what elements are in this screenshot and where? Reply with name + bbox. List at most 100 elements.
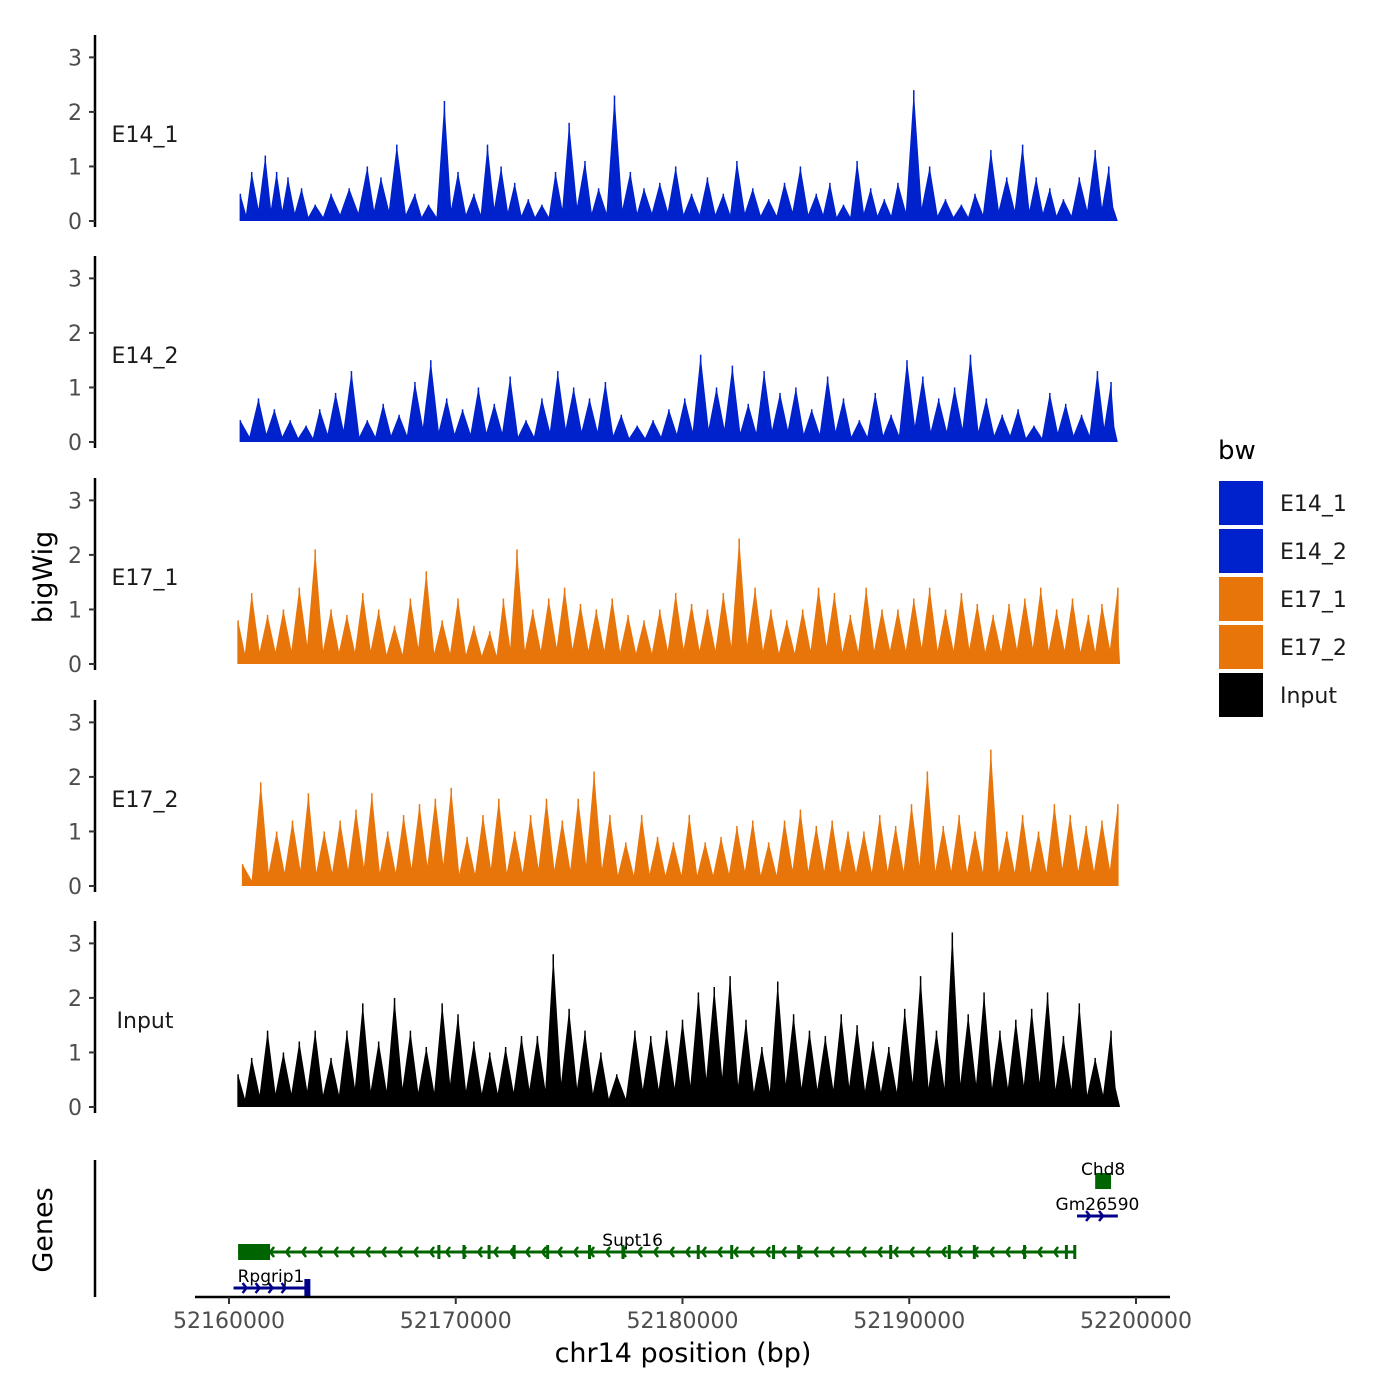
gene-exon — [512, 1245, 516, 1259]
strand-arrow — [716, 1246, 724, 1258]
strand-arrow — [364, 1246, 372, 1258]
strand-arrow — [267, 1282, 275, 1294]
strand-arrow — [652, 1246, 660, 1258]
strand-arrow — [476, 1246, 484, 1258]
strand-arrow — [428, 1246, 436, 1258]
y-tick-label: 0 — [68, 431, 82, 456]
x-axis-title: chr14 position (bp) — [555, 1338, 812, 1369]
strand-arrow — [956, 1246, 964, 1258]
area-E14_1 — [240, 90, 1118, 221]
strand-arrow — [1052, 1246, 1060, 1258]
strand-arrow — [492, 1246, 500, 1258]
strand-arrow — [348, 1246, 356, 1258]
legend-label: E14_1 — [1280, 492, 1347, 517]
track-panel-E17_2: 0 1 2 3 E17_2 — [68, 700, 1119, 900]
gene-exon — [730, 1245, 734, 1259]
gene-exon — [462, 1245, 466, 1259]
y-axis-title: bigWig — [28, 531, 59, 624]
x-axis: 52160000 52170000 52180000 52190000 52200000 — [173, 1295, 1192, 1334]
gene-exon — [487, 1245, 491, 1259]
gene-label: Chd8 — [1081, 1160, 1125, 1180]
strand-arrow — [908, 1246, 916, 1258]
y-tick-label: 0 — [68, 653, 82, 678]
gene-exon — [947, 1245, 951, 1259]
strand-arrow — [1004, 1246, 1012, 1258]
area-E17_1 — [238, 538, 1121, 664]
x-tick-label: 52180000 — [627, 1309, 739, 1334]
area-E14_2 — [240, 354, 1118, 442]
strand-arrow — [540, 1246, 548, 1258]
gene-exon — [1073, 1245, 1077, 1259]
area-Input — [238, 932, 1121, 1107]
legend-label: E14_2 — [1280, 540, 1347, 565]
y-tick-label: 2 — [68, 766, 82, 791]
y-tick-label: 1 — [68, 820, 82, 845]
gene-exon — [587, 1245, 591, 1259]
area-E17_2 — [242, 749, 1118, 886]
y-tick-label: 3 — [68, 932, 82, 957]
strand-arrow — [1085, 1210, 1092, 1222]
track-label: E17_1 — [112, 566, 179, 591]
y-tick-label: 1 — [68, 155, 82, 180]
strand-arrow — [844, 1246, 852, 1258]
y-tick-label: 2 — [68, 544, 82, 569]
strand-arrow — [700, 1246, 708, 1258]
x-tick-label: 52160000 — [173, 1309, 285, 1334]
gene-exon — [238, 1244, 271, 1260]
gene-exon — [621, 1245, 625, 1259]
strand-arrow — [860, 1246, 868, 1258]
strand-arrow — [241, 1282, 249, 1294]
strand-arrow — [412, 1246, 420, 1258]
x-tick-label: 52200000 — [1080, 1309, 1192, 1334]
strand-arrow — [732, 1246, 740, 1258]
track-label: E14_1 — [112, 123, 179, 148]
gene-label: Rpgrip1 — [238, 1267, 305, 1287]
y-tick-label: 3 — [68, 46, 82, 71]
strand-arrow — [380, 1246, 388, 1258]
gene-Gm26590: Gm26590 — [1056, 1195, 1139, 1222]
legend-label: E17_2 — [1280, 636, 1347, 661]
strand-arrow — [924, 1246, 932, 1258]
strand-arrow — [524, 1246, 532, 1258]
y-tick-label: 3 — [68, 489, 82, 514]
gene-exon — [304, 1279, 311, 1297]
strand-arrow — [812, 1246, 820, 1258]
strand-arrow — [604, 1246, 612, 1258]
gene-exon — [772, 1245, 776, 1259]
track-panel-E14_1: 0 1 2 3 E14_1 — [68, 35, 1118, 235]
gene-exon — [972, 1245, 976, 1259]
strand-arrow — [300, 1246, 308, 1258]
strand-arrow — [636, 1246, 644, 1258]
gene-exon — [1064, 1245, 1068, 1259]
y-tick-label: 1 — [68, 598, 82, 623]
strand-arrow — [764, 1246, 772, 1258]
gene-exon — [797, 1245, 801, 1259]
y-tick-label: 0 — [68, 1096, 82, 1121]
track-panel-E17_1: 0 1 2 3 E17_1 — [68, 478, 1121, 678]
genes-axis-title: Genes — [28, 1187, 59, 1272]
legend-swatch — [1217, 479, 1265, 527]
y-tick-label: 0 — [68, 210, 82, 235]
x-tick-label: 52190000 — [853, 1309, 965, 1334]
x-tick-label: 52170000 — [400, 1309, 512, 1334]
strand-arrow — [780, 1246, 788, 1258]
y-tick-label: 2 — [68, 322, 82, 347]
gene-label: Supt16 — [602, 1231, 663, 1251]
strand-arrow — [940, 1246, 948, 1258]
strand-arrow — [1036, 1246, 1044, 1258]
strand-arrow — [892, 1246, 900, 1258]
strand-arrow — [748, 1246, 756, 1258]
legend: bw E14_1 E14_2 E17_1 E17_2 Input — [1217, 436, 1347, 719]
strand-arrow — [444, 1246, 452, 1258]
strand-arrow — [396, 1246, 404, 1258]
strand-arrow — [254, 1282, 262, 1294]
strand-arrow — [556, 1246, 564, 1258]
y-tick-label: 3 — [68, 711, 82, 736]
strand-arrow — [332, 1246, 340, 1258]
y-tick-label: 1 — [68, 376, 82, 401]
gene-exon — [1095, 1173, 1112, 1189]
legend-swatch — [1217, 575, 1265, 623]
gene-exon — [1023, 1245, 1027, 1259]
strand-arrow — [876, 1246, 884, 1258]
